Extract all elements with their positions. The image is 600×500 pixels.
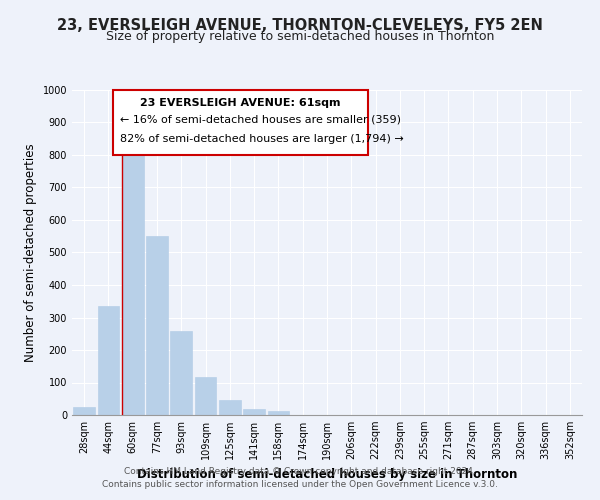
FancyBboxPatch shape (113, 90, 368, 155)
Text: 23 EVERSLEIGH AVENUE: 61sqm: 23 EVERSLEIGH AVENUE: 61sqm (140, 98, 341, 108)
Bar (146, 236, 168, 415)
Bar (122, 147, 143, 415)
Bar (243, 409, 265, 415)
Bar (219, 400, 241, 415)
Bar (268, 411, 289, 415)
Y-axis label: Number of semi-detached properties: Number of semi-detached properties (24, 143, 37, 362)
Text: 23, EVERSLEIGH AVENUE, THORNTON-CLEVELEYS, FY5 2EN: 23, EVERSLEIGH AVENUE, THORNTON-CLEVELEY… (57, 18, 543, 32)
Bar (170, 330, 192, 415)
Text: ← 16% of semi-detached houses are smaller (359): ← 16% of semi-detached houses are smalle… (121, 114, 401, 124)
Bar (73, 407, 95, 415)
Text: Contains public sector information licensed under the Open Government Licence v.: Contains public sector information licen… (102, 480, 498, 489)
Text: 82% of semi-detached houses are larger (1,794) →: 82% of semi-detached houses are larger (… (121, 134, 404, 144)
Text: Contains HM Land Registry data © Crown copyright and database right 2024.: Contains HM Land Registry data © Crown c… (124, 467, 476, 476)
Bar (194, 377, 217, 415)
Text: Size of property relative to semi-detached houses in Thornton: Size of property relative to semi-detach… (106, 30, 494, 43)
Bar (97, 306, 119, 415)
X-axis label: Distribution of semi-detached houses by size in Thornton: Distribution of semi-detached houses by … (137, 468, 517, 480)
